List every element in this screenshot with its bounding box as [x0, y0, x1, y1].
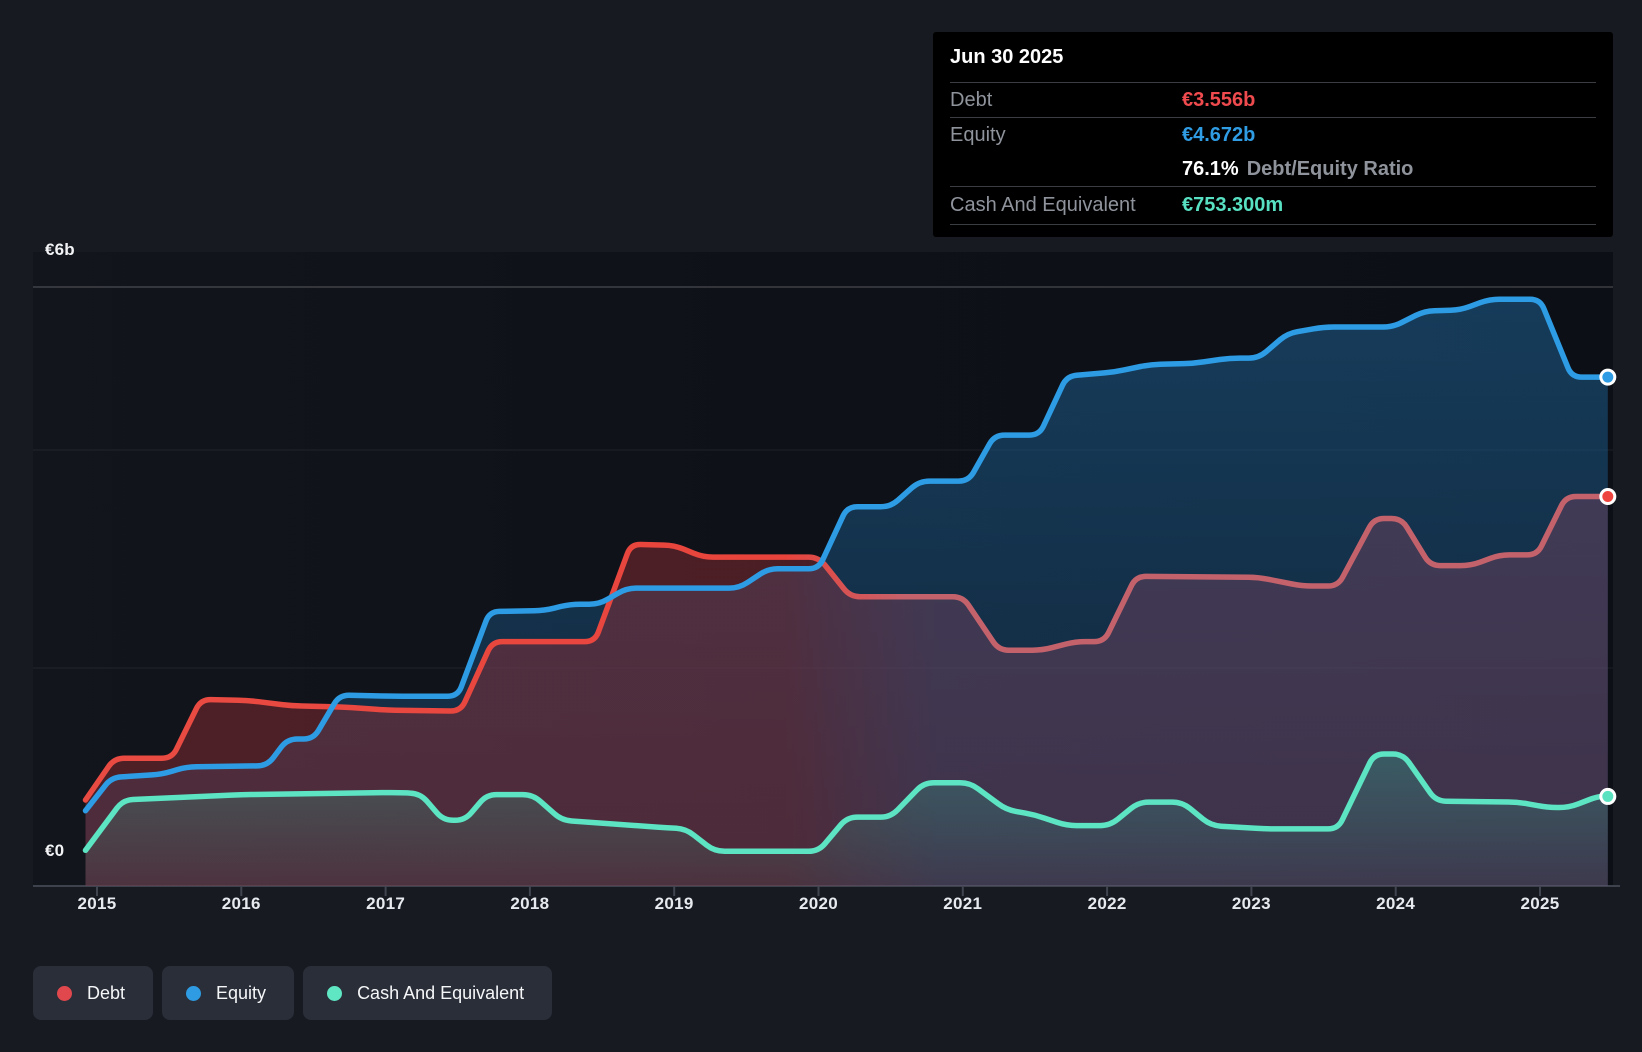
x-axis-label-2020: 2020	[798, 894, 839, 913]
x-axis-label-2017: 2017	[366, 894, 406, 913]
x-axis-label-2018: 2018	[510, 894, 550, 913]
divider	[950, 82, 1596, 83]
legend-item-cash-and-equivalent[interactable]: Cash And Equivalent	[303, 966, 553, 1020]
cash-value: €753.300m	[1182, 194, 1284, 216]
legend-label: Debt	[87, 982, 126, 1003]
x-axis-label-2025: 2025	[1520, 894, 1560, 913]
legend-item-equity[interactable]: Equity	[162, 966, 295, 1020]
legend-item-debt[interactable]: Debt	[33, 966, 154, 1020]
equity-value: €4.672b	[1182, 123, 1256, 146]
debt-label: Debt	[950, 88, 993, 111]
tooltip-row-ratio: 76.1% Debt/Equity Ratio	[950, 152, 1596, 186]
cash-label: Cash And Equivalent	[950, 194, 1136, 216]
x-axis-label-2023: 2023	[1231, 894, 1271, 913]
tooltip-row-equity: Equity €4.672b	[950, 118, 1596, 152]
cash-end-dot[interactable]	[1599, 787, 1617, 805]
equity-label: Equity	[950, 123, 1006, 146]
y-axis-label-max: €6b	[45, 240, 75, 259]
tooltip-row-debt: Debt €3.556b	[950, 83, 1596, 117]
x-axis-label-2019: 2019	[654, 894, 694, 913]
divider	[950, 117, 1596, 118]
x-axis-label-2015: 2015	[77, 894, 117, 913]
x-axis-label-2016: 2016	[221, 894, 261, 913]
x-axis-label-2021: 2021	[943, 894, 983, 913]
legend-dot-icon	[327, 985, 343, 1001]
debt-end-dot[interactable]	[1599, 488, 1617, 506]
y-axis-label-zero: €0	[45, 841, 65, 860]
equity-end-dot[interactable]	[1599, 368, 1617, 386]
legend-label: Equity	[216, 982, 267, 1003]
equity-line[interactable]	[82, 296, 1611, 814]
legend-label: Cash And Equivalent	[357, 982, 525, 1003]
tooltip-date: Jun 30 2025	[950, 46, 1064, 68]
legend-dot-icon	[57, 985, 72, 1001]
x-axis-label-2022: 2022	[1087, 894, 1127, 913]
tooltip-row-cash: Cash And Equivalent €753.300m	[950, 187, 1596, 224]
ratio-label: Debt/Equity Ratio	[1246, 157, 1414, 180]
divider	[950, 186, 1596, 187]
chart-legend: Debt Equity Cash And Equivalent	[33, 966, 553, 1020]
chart-tooltip: Jun 30 2025 Debt €3.556b Equity €4.672b …	[933, 32, 1613, 237]
x-axis-label-2024: 2024	[1376, 894, 1416, 913]
debt-value: €3.556b	[1182, 88, 1256, 111]
cash-line[interactable]	[82, 751, 1611, 855]
divider	[950, 224, 1596, 225]
ratio-value: 76.1%	[1182, 157, 1239, 180]
debt-area	[85, 496, 1608, 886]
legend-dot-icon	[186, 985, 202, 1001]
